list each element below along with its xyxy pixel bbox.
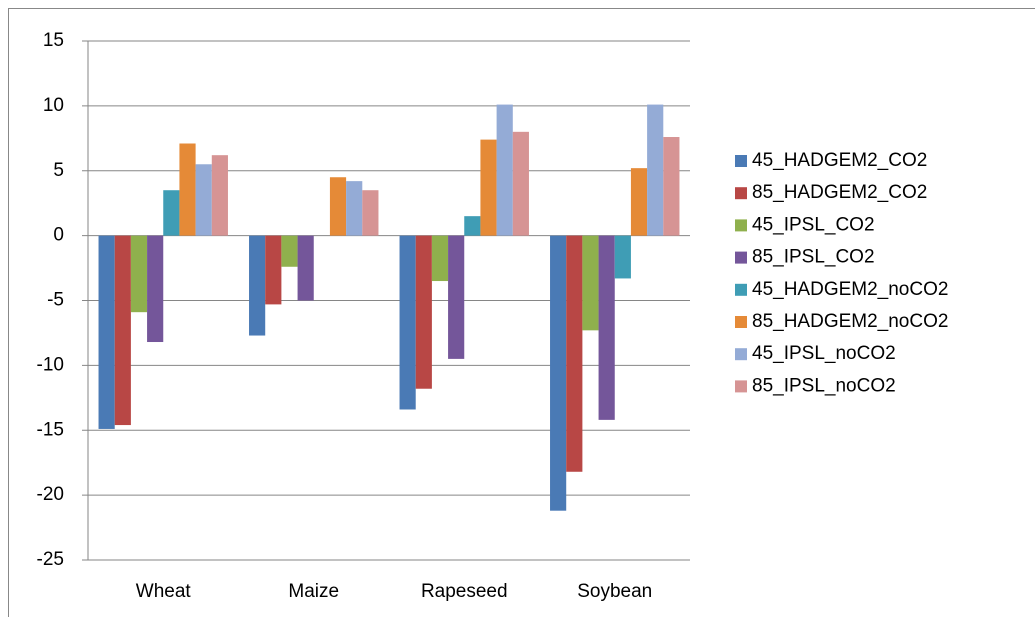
bar bbox=[630, 168, 648, 236]
chart-border bbox=[8, 8, 1035, 617]
legend-swatch bbox=[735, 219, 747, 232]
legend-label: 85_IPSL_CO2 bbox=[752, 247, 875, 268]
y-tick-label: -20 bbox=[37, 484, 64, 505]
y-tick-label: -25 bbox=[37, 549, 64, 570]
bar bbox=[647, 104, 664, 236]
y-tick-label: 10 bbox=[43, 95, 64, 116]
bar bbox=[114, 235, 131, 426]
legend-swatch bbox=[735, 155, 747, 167]
legend-swatch bbox=[735, 283, 747, 296]
bar bbox=[179, 143, 196, 236]
bar bbox=[98, 235, 115, 429]
bar bbox=[281, 235, 298, 267]
legend-swatch bbox=[735, 316, 747, 328]
y-tick-label: 0 bbox=[53, 225, 64, 246]
bar bbox=[265, 235, 282, 305]
legend-swatch bbox=[735, 348, 747, 361]
bar bbox=[249, 235, 266, 336]
bar bbox=[362, 190, 379, 236]
y-tick-label: 5 bbox=[53, 160, 64, 181]
bar bbox=[329, 177, 347, 236]
y-tick-label: 15 bbox=[43, 30, 64, 51]
bar bbox=[663, 137, 680, 236]
x-tick-label: Maize bbox=[288, 581, 339, 602]
bar bbox=[496, 104, 513, 236]
bar bbox=[346, 181, 363, 236]
legend-label: 45_HADGEM2_CO2 bbox=[752, 150, 927, 171]
legend-label: 45_IPSL_noCO2 bbox=[752, 343, 896, 364]
bar bbox=[163, 190, 180, 236]
bar bbox=[431, 235, 449, 282]
x-tick-label: Soybean bbox=[577, 581, 652, 602]
y-tick-label: -15 bbox=[37, 419, 64, 440]
y-tick-label: -5 bbox=[47, 290, 64, 311]
legend-label: 85_HADGEM2_noCO2 bbox=[752, 311, 948, 332]
bar bbox=[147, 235, 164, 343]
legend-label: 85_HADGEM2_CO2 bbox=[752, 182, 927, 203]
legend-swatch bbox=[735, 380, 747, 393]
x-tick-label: Rapeseed bbox=[421, 581, 508, 602]
legend-swatch bbox=[735, 187, 747, 200]
bar bbox=[598, 235, 615, 420]
bar bbox=[582, 235, 599, 331]
legend-swatch bbox=[735, 251, 747, 264]
bar bbox=[512, 131, 529, 236]
bar bbox=[415, 235, 432, 389]
bar bbox=[550, 235, 567, 511]
legend-label: 85_IPSL_noCO2 bbox=[752, 375, 896, 396]
bar bbox=[566, 235, 583, 472]
bar bbox=[297, 235, 314, 301]
bar bbox=[130, 235, 148, 313]
x-tick-label: Wheat bbox=[136, 581, 192, 602]
bar bbox=[399, 235, 416, 410]
bar bbox=[464, 216, 481, 236]
bar bbox=[480, 139, 497, 236]
bar bbox=[614, 235, 631, 279]
bar bbox=[211, 155, 228, 236]
bar bbox=[195, 164, 212, 236]
y-tick-label: -10 bbox=[37, 354, 64, 375]
bar bbox=[448, 235, 465, 359]
legend-label: 45_HADGEM2_noCO2 bbox=[752, 279, 948, 300]
legend-label: 45_IPSL_CO2 bbox=[752, 214, 875, 235]
